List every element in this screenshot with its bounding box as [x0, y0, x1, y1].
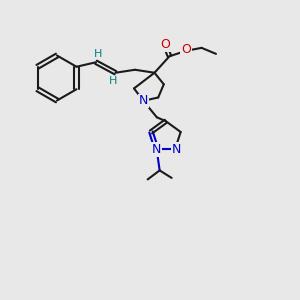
Text: O: O	[160, 38, 170, 51]
Text: H: H	[109, 76, 118, 86]
Text: N: N	[172, 143, 181, 156]
Text: N: N	[152, 143, 161, 156]
Text: N: N	[139, 94, 148, 107]
Text: O: O	[181, 44, 191, 56]
Text: H: H	[94, 49, 102, 59]
